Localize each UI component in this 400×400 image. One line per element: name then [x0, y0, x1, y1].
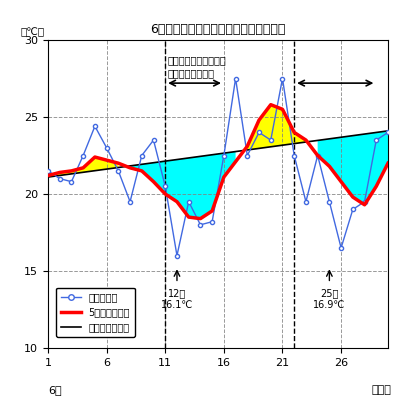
Legend: 日最高気温, 5日間移動平均, 平年日最高気温: 日最高気温, 5日間移動平均, 平年日最高気温	[56, 288, 135, 337]
Text: （日）: （日）	[372, 385, 391, 395]
Text: 25日
16.9℃: 25日 16.9℃	[313, 288, 346, 310]
Text: 下層へ寒気が入り、気
温が上がらない。: 下層へ寒気が入り、気 温が上がらない。	[168, 55, 226, 78]
Text: 6月: 6月	[48, 385, 62, 395]
Text: 12日
16.1℃: 12日 16.1℃	[161, 288, 193, 310]
Text: （℃）: （℃）	[21, 27, 45, 37]
Title: 6月の日最高気温の推移（日立市役所）: 6月の日最高気温の推移（日立市役所）	[150, 23, 286, 36]
